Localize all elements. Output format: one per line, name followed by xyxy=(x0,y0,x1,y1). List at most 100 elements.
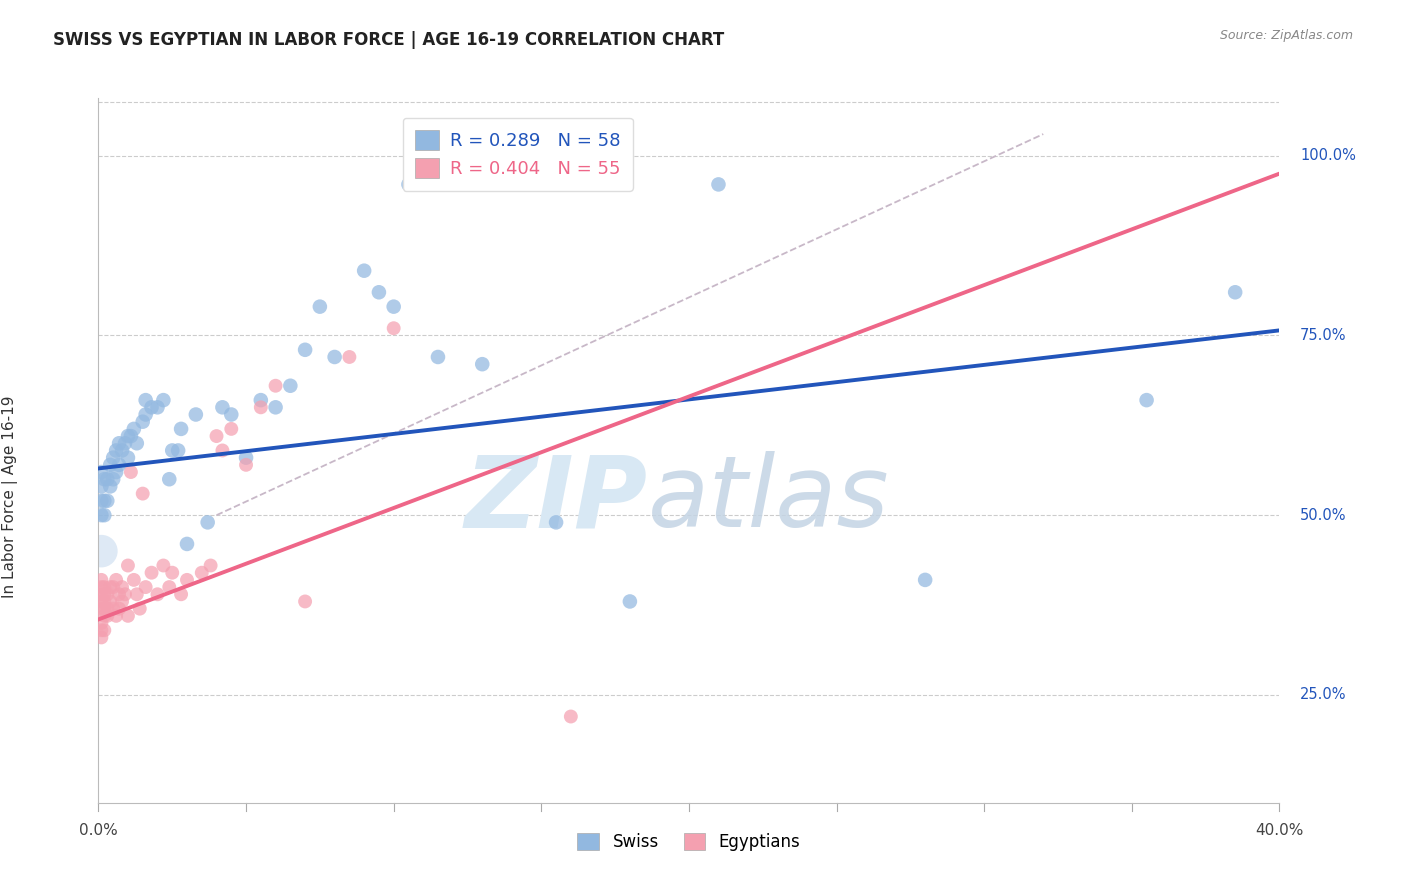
Point xyxy=(114,436,136,450)
Point xyxy=(152,558,174,573)
Point xyxy=(120,429,142,443)
Point xyxy=(108,458,131,472)
Point xyxy=(105,608,128,623)
Point xyxy=(98,594,121,608)
Point xyxy=(103,601,125,615)
Point xyxy=(93,594,115,608)
Point xyxy=(294,343,316,357)
Point xyxy=(117,450,139,465)
Point xyxy=(105,443,128,458)
Point xyxy=(90,631,112,645)
Point xyxy=(96,493,118,508)
Point xyxy=(103,580,125,594)
Point xyxy=(146,401,169,415)
Point xyxy=(96,601,118,615)
Point xyxy=(108,601,131,615)
Point xyxy=(294,594,316,608)
Point xyxy=(176,537,198,551)
Point xyxy=(90,594,112,608)
Point xyxy=(339,350,361,364)
Point xyxy=(235,458,257,472)
Point xyxy=(103,450,125,465)
Text: In Labor Force | Age 16-19: In Labor Force | Age 16-19 xyxy=(1,396,18,599)
Point xyxy=(90,479,112,493)
Point xyxy=(146,587,169,601)
Point xyxy=(382,300,405,314)
Point xyxy=(128,601,150,615)
Point xyxy=(250,401,273,415)
Point xyxy=(90,601,112,615)
Point xyxy=(90,544,112,558)
Point xyxy=(1225,285,1247,300)
Point xyxy=(132,415,155,429)
Point xyxy=(427,350,450,364)
Point xyxy=(619,594,641,608)
Point xyxy=(108,436,131,450)
Point xyxy=(162,566,183,580)
Point xyxy=(200,558,222,573)
Point xyxy=(105,573,128,587)
Point xyxy=(471,357,494,371)
Point xyxy=(105,465,128,479)
Point xyxy=(117,429,139,443)
Point xyxy=(914,573,936,587)
Point xyxy=(184,408,207,422)
Point xyxy=(135,408,157,422)
Text: 40.0%: 40.0% xyxy=(1256,823,1303,838)
Point xyxy=(90,615,112,630)
Point xyxy=(221,422,243,436)
Point xyxy=(114,587,136,601)
Point xyxy=(264,378,287,392)
Point xyxy=(90,587,112,601)
Point xyxy=(398,178,420,192)
Point xyxy=(264,401,287,415)
Point xyxy=(90,465,112,479)
Point xyxy=(90,573,112,587)
Point xyxy=(368,285,391,300)
Point xyxy=(93,508,115,523)
Point xyxy=(93,587,115,601)
Text: 50.0%: 50.0% xyxy=(1301,508,1347,523)
Point xyxy=(323,350,346,364)
Point xyxy=(170,587,193,601)
Text: Source: ZipAtlas.com: Source: ZipAtlas.com xyxy=(1219,29,1353,42)
Text: atlas: atlas xyxy=(648,451,889,549)
Point xyxy=(93,601,115,615)
Point xyxy=(135,393,157,408)
Point xyxy=(309,300,332,314)
Text: 75.0%: 75.0% xyxy=(1301,328,1347,343)
Point xyxy=(191,566,214,580)
Point xyxy=(707,178,730,192)
Text: ZIP: ZIP xyxy=(464,451,648,549)
Text: 100.0%: 100.0% xyxy=(1301,148,1355,163)
Point xyxy=(90,594,112,608)
Point xyxy=(157,472,180,486)
Point xyxy=(382,321,405,335)
Point xyxy=(96,608,118,623)
Point xyxy=(250,393,273,408)
Point xyxy=(546,516,568,530)
Point xyxy=(211,401,233,415)
Point xyxy=(197,516,219,530)
Point xyxy=(117,608,139,623)
Point xyxy=(96,472,118,486)
Point xyxy=(90,493,112,508)
Point xyxy=(235,450,257,465)
Point xyxy=(103,472,125,486)
Point xyxy=(111,443,134,458)
Point xyxy=(93,608,115,623)
Point xyxy=(90,624,112,638)
Point xyxy=(108,587,131,601)
Point xyxy=(560,709,582,723)
Point xyxy=(93,580,115,594)
Point xyxy=(152,393,174,408)
Point xyxy=(280,378,302,392)
Point xyxy=(205,429,228,443)
Point xyxy=(117,558,139,573)
Point xyxy=(141,401,163,415)
Point xyxy=(93,493,115,508)
Text: SWISS VS EGYPTIAN IN LABOR FORCE | AGE 16-19 CORRELATION CHART: SWISS VS EGYPTIAN IN LABOR FORCE | AGE 1… xyxy=(53,31,724,49)
Point xyxy=(167,443,190,458)
Point xyxy=(353,263,375,277)
Point xyxy=(125,587,148,601)
